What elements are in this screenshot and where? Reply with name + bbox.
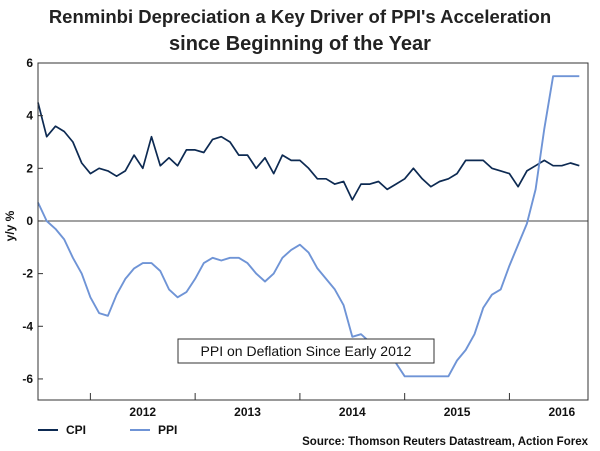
chart-subtitle: since Beginning of the Year (169, 33, 431, 55)
y-tick-label: -6 (22, 372, 33, 386)
legend: CPI PPI (38, 423, 177, 437)
legend-cpi-label: CPI (66, 423, 86, 437)
annotation-frame (177, 338, 435, 364)
source-note: Source: Thomson Reuters Datastream, Acti… (302, 436, 588, 448)
x-tick-label: 2014 (339, 405, 366, 419)
plot-area (37, 62, 589, 401)
y-tick-label: 2 (26, 161, 33, 175)
x-tick-label: 2016 (548, 405, 575, 419)
y-tick-label: 4 (26, 109, 33, 123)
y-tick-label: -4 (22, 319, 33, 333)
y-tick-label: 0 (26, 214, 33, 228)
x-tick-label: 2012 (129, 405, 156, 419)
x-tick-label: 2013 (234, 405, 261, 419)
series-line-cpi (37, 102, 580, 201)
y-tick-label: -2 (22, 267, 33, 281)
x-axis: 2012 2013 2014 2015 2016 (89, 393, 575, 419)
annotation-text: PPI on Deflation Since Early 2012 (201, 343, 412, 359)
y-axis-label-group: y/y % (3, 210, 17, 241)
y-axis: 6 4 2 0 -2 -4 -6 (22, 56, 43, 386)
y-tick-label: 6 (26, 56, 33, 70)
plot-frame (37, 62, 589, 401)
y-axis-label: y/y % (3, 210, 17, 241)
x-tick-label: 2015 (444, 405, 471, 419)
series-line-ppi (37, 75, 580, 378)
chart-title: Renminbi Depreciation a Key Driver of PP… (49, 6, 551, 27)
legend-ppi-label: PPI (158, 423, 177, 437)
annotation-box: PPI on Deflation Since Early 2012 (177, 338, 435, 364)
